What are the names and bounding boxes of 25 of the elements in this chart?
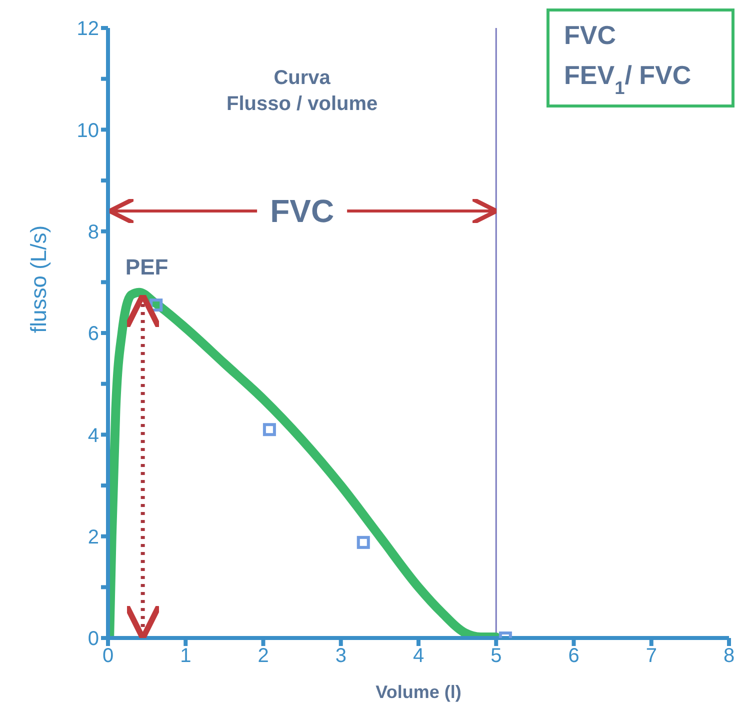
x-tick-label: 8 <box>723 645 735 668</box>
y-tick-label: 2 <box>88 526 99 548</box>
x-tick-label: 6 <box>568 645 580 668</box>
y-tick-label: 8 <box>88 221 99 244</box>
x-tick-label: 0 <box>102 645 114 668</box>
x-tick-label: 2 <box>258 645 269 668</box>
annotation: PEF <box>125 254 168 280</box>
x-tick-label: 4 <box>412 645 424 668</box>
annotation: FEV$_{1}$/ FVC <box>564 60 692 98</box>
text: Curva Flusso / volume <box>226 66 378 115</box>
y-tick-label: 0 <box>88 628 99 650</box>
y-tick-label: 10 <box>76 120 99 142</box>
annotation: FVC <box>270 193 334 229</box>
annotation: FVC <box>564 20 616 50</box>
x-tick-label: 3 <box>335 645 346 668</box>
y-tick-label: 4 <box>88 424 99 447</box>
y-tick-label: 12 <box>76 18 99 40</box>
y-tick-label: 6 <box>88 323 99 346</box>
x-tick-label: 5 <box>490 645 502 668</box>
point <box>356 536 370 549</box>
point <box>262 423 276 436</box>
x-axis-title: Volume (l) <box>376 682 462 702</box>
x-tick-label: 1 <box>180 645 192 668</box>
x-tick-label: 7 <box>646 645 657 668</box>
y-axis-title: flusso (L/s) <box>26 225 51 333</box>
